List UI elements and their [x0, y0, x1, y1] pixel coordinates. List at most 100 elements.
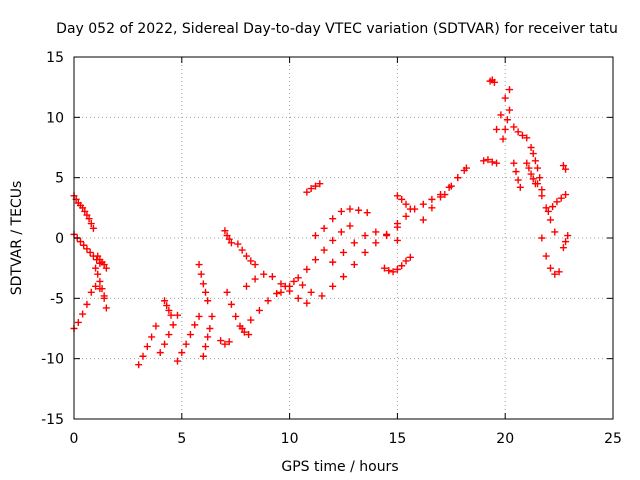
data-point [372, 228, 380, 236]
data-point [307, 288, 315, 296]
data-point [329, 282, 337, 290]
data-point [506, 86, 514, 94]
x-tick-label: 25 [604, 431, 622, 447]
data-point [527, 170, 535, 178]
series-arc-7 [156, 311, 181, 357]
data-point [557, 194, 565, 202]
data-point [102, 304, 110, 312]
data-point [529, 150, 537, 158]
data-point [419, 216, 427, 224]
data-point [383, 232, 391, 240]
data-point [87, 288, 95, 296]
data-point [318, 292, 326, 300]
data-point [251, 261, 259, 269]
series-arc-15 [234, 240, 259, 269]
data-point [350, 261, 358, 269]
data-point [94, 270, 102, 278]
data-point [204, 297, 212, 305]
data-point [238, 325, 246, 332]
data-point [372, 239, 380, 247]
y-tick-label: -10 [41, 352, 64, 368]
series-arc-1 [70, 192, 97, 232]
data-point [251, 275, 259, 283]
data-point [223, 232, 231, 240]
data-point [536, 174, 544, 182]
data-point [402, 200, 410, 208]
data-point [163, 302, 171, 310]
data-point [232, 312, 240, 320]
data-point [510, 123, 518, 131]
data-point [139, 352, 147, 360]
data-point [83, 245, 91, 253]
data-point [406, 253, 414, 261]
series-arc-8 [161, 297, 175, 319]
data-point [225, 338, 233, 346]
data-point [234, 240, 242, 248]
data-point [221, 340, 229, 348]
data-point [514, 176, 522, 184]
data-point [311, 232, 319, 240]
data-point [86, 248, 94, 256]
data-point [361, 232, 369, 240]
x-tick-label: 20 [496, 431, 514, 447]
data-point [559, 244, 567, 252]
data-point [499, 135, 507, 143]
data-point [268, 273, 276, 281]
series-arc-35 [527, 144, 546, 194]
data-point [227, 239, 235, 247]
data-point [488, 158, 496, 166]
data-point [510, 159, 518, 167]
y-tick-label: 5 [55, 171, 64, 187]
series-arc-39 [559, 162, 570, 173]
data-point [538, 234, 546, 242]
series-arc-29 [486, 76, 498, 86]
data-point [247, 257, 255, 265]
data-point [135, 361, 143, 369]
data-point [518, 131, 526, 139]
y-axis-label: SDTVAR / TECUs [9, 181, 25, 296]
axes-layer: 0 5 10 15 20 25 -15 -10 -5 0 5 10 15 [41, 50, 622, 447]
data-point [202, 343, 210, 351]
data-point [195, 261, 203, 269]
data-point [167, 311, 175, 319]
data-point [393, 220, 401, 228]
series-arc-11 [199, 312, 216, 360]
x-tick-label: 10 [281, 431, 299, 447]
data-point [506, 106, 514, 114]
data-point [562, 238, 570, 246]
data-point [290, 277, 298, 285]
series-arc-28 [480, 156, 501, 167]
data-point [503, 116, 511, 124]
data-point [428, 204, 436, 212]
data-point [523, 159, 531, 167]
data-point [303, 265, 311, 273]
data-point [173, 357, 181, 365]
series-arc-10 [195, 261, 212, 305]
data-point [92, 264, 100, 272]
data-point [393, 192, 401, 200]
data-point [480, 157, 488, 165]
data-point [320, 224, 328, 232]
data-point [523, 134, 531, 142]
data-point [277, 288, 285, 296]
data-point [493, 159, 501, 167]
data-point [542, 252, 550, 260]
data-point [255, 306, 263, 314]
data-point [355, 206, 363, 214]
data-point [525, 164, 533, 172]
data-point [555, 268, 563, 276]
data-point [208, 312, 216, 320]
data-point [454, 174, 462, 182]
chart-title: Day 052 of 2022, Sidereal Day-to-day VTE… [56, 21, 618, 37]
data-point [165, 331, 173, 339]
data-point [398, 195, 406, 203]
data-point [299, 281, 307, 289]
data-point [316, 180, 324, 188]
data-point [195, 312, 203, 320]
data-point [428, 195, 436, 203]
y-tick-label: -15 [41, 412, 64, 428]
data-point [186, 331, 194, 339]
